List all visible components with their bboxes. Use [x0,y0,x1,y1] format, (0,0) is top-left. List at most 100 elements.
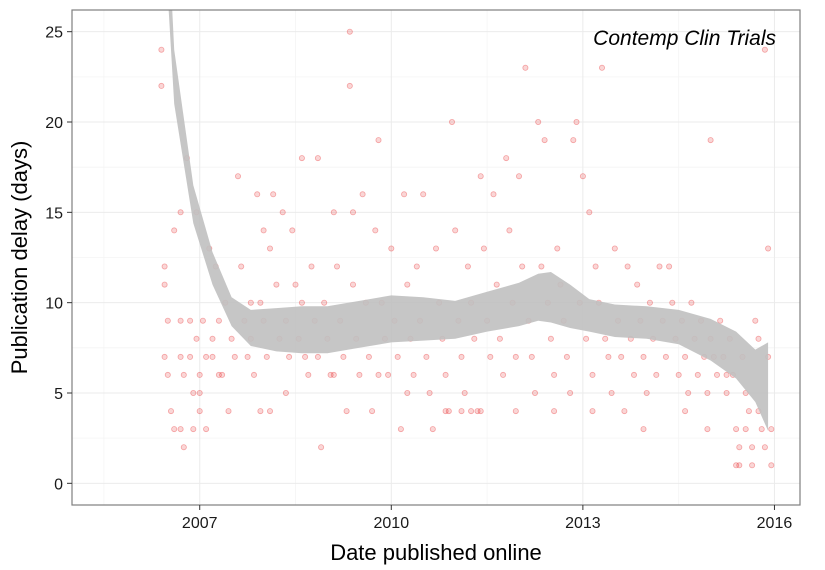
data-point [263,353,270,360]
data-point [215,371,222,378]
data-point [541,137,548,144]
data-point [187,317,194,324]
data-point [608,389,615,396]
data-point [234,173,241,180]
data-point [496,335,503,342]
journal-annotation: Contemp Clin Trials [593,27,776,50]
data-point [752,317,759,324]
data-point [365,353,372,360]
data-point [397,426,404,433]
data-point [413,263,420,270]
data-point [761,444,768,451]
data-point [385,371,392,378]
data-point [618,353,625,360]
data-point [736,462,743,469]
data-point [532,389,539,396]
data-point [563,353,570,360]
data-point [346,28,353,35]
data-point [279,209,286,216]
data-point [171,227,178,234]
data-point [257,299,264,306]
data-point [452,227,459,234]
data-point [589,371,596,378]
data-point [404,389,411,396]
data-point [333,263,340,270]
data-point [538,263,545,270]
data-point [375,137,382,144]
gridlines [72,10,800,505]
data-point [522,64,529,71]
data-point [474,408,481,415]
data-point [480,245,487,252]
data-point [164,317,171,324]
data-point [286,353,293,360]
y-tick-label: 5 [54,386,63,403]
data-point [468,408,475,415]
data-point [270,191,277,198]
data-point [209,335,216,342]
data-point [257,408,264,415]
data-point [749,444,756,451]
data-point [685,389,692,396]
data-point [349,209,356,216]
data-point [302,353,309,360]
data-point [346,82,353,89]
plot-border [71,9,801,506]
data-point [765,245,772,252]
data-point [420,191,427,198]
data-point [458,408,465,415]
data-point [519,263,526,270]
data-point [570,137,577,144]
data-point [308,263,315,270]
data-point [445,408,452,415]
data-point [426,389,433,396]
data-point [666,263,673,270]
data-point [688,299,695,306]
data-point [161,263,168,270]
data-point [528,353,535,360]
data-point [356,371,363,378]
data-point [254,191,261,198]
data-point [292,281,299,288]
data-point [448,119,455,126]
data-point [634,281,641,288]
data-point [503,155,510,162]
data-point [167,408,174,415]
y-tick-label: 0 [54,476,63,493]
data-point [340,353,347,360]
data-point [682,353,689,360]
data-point [624,263,631,270]
data-point [250,371,257,378]
data-point [611,245,618,252]
data-point [471,335,478,342]
data-point [305,371,312,378]
data-point [203,426,210,433]
data-point [442,408,449,415]
data-point [359,191,366,198]
data-point [592,263,599,270]
data-point [745,408,752,415]
data-point [247,299,254,306]
data-point [190,426,197,433]
data-point [209,353,216,360]
data-point [369,408,376,415]
data-point [621,408,628,415]
data-point [190,389,197,396]
data-point [375,371,382,378]
data-point [177,426,184,433]
y-axis-title: Publication delay (days) [7,141,32,375]
data-point [171,426,178,433]
data-point [298,299,305,306]
data-point [554,245,561,252]
x-tick-label: 2013 [565,515,601,532]
data-point [669,299,676,306]
data-point [464,263,471,270]
data-point [388,245,395,252]
data-point [289,227,296,234]
data-point [177,209,184,216]
data-point [349,281,356,288]
data-point [602,335,609,342]
data-point [758,426,765,433]
data-point [599,64,606,71]
